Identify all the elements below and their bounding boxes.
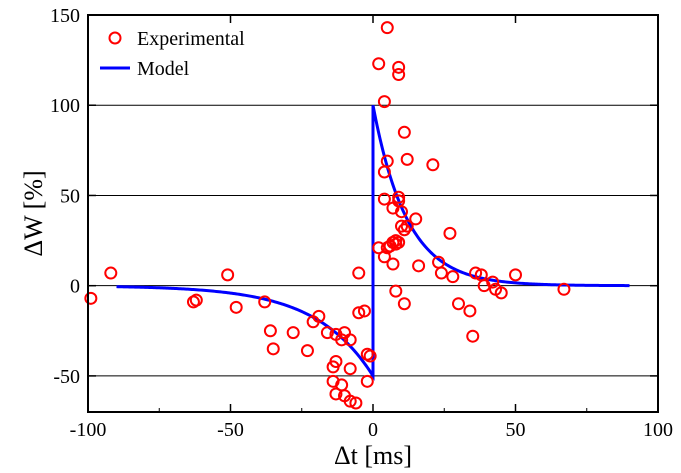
y-tick-label: 150 [50, 5, 80, 27]
y-axis-title: ΔW [%] [19, 170, 48, 256]
data-point [363, 349, 377, 363]
legend-experimental-label: Experimental [137, 28, 245, 50]
data-point [494, 286, 508, 300]
tick-labels: -100 -50 0 50 100 -50 0 50 100 150 [50, 5, 673, 441]
data-point [372, 57, 386, 71]
data-point [343, 362, 357, 376]
data-point [380, 21, 394, 35]
data-point [377, 192, 391, 206]
y-tick-label: 50 [60, 185, 80, 207]
legend-experimental-marker [108, 31, 122, 45]
data-point [312, 309, 326, 323]
data-point [335, 333, 349, 347]
data-point [229, 300, 243, 314]
data-point [386, 257, 400, 271]
data-point [392, 235, 406, 249]
data-point [443, 226, 457, 240]
x-tick-label: 0 [368, 419, 378, 441]
experimental-series [84, 21, 571, 410]
x-tick-label: -50 [217, 419, 244, 441]
data-point [389, 284, 403, 298]
data-point [412, 259, 426, 273]
x-tick-label: 100 [643, 419, 673, 441]
data-point [452, 297, 465, 311]
model-curve [116, 104, 630, 382]
data-point [557, 282, 571, 296]
data-point [392, 68, 406, 82]
data-point [329, 387, 343, 401]
data-point [426, 158, 440, 172]
data-point [395, 219, 408, 233]
data-point [343, 394, 357, 408]
data-point [397, 223, 411, 237]
data-point [392, 60, 406, 74]
data-point [104, 266, 118, 280]
data-point [466, 329, 480, 343]
data-point [380, 154, 394, 168]
data-point [352, 306, 366, 320]
data-point [258, 295, 272, 309]
x-tick-label: 50 [506, 419, 526, 441]
x-axis-title: Δt [ms] [334, 441, 412, 470]
legend: Experimental Model [100, 28, 245, 80]
legend-model-label: Model [137, 58, 190, 80]
data-point [221, 268, 235, 282]
data-point [397, 297, 411, 311]
data-point [486, 275, 500, 289]
data-point [434, 266, 448, 280]
data-point [263, 324, 277, 338]
data-point [329, 354, 343, 368]
data-point [392, 190, 406, 204]
data-point [377, 95, 391, 109]
axis-ticks [87, 14, 659, 412]
data-point [397, 125, 411, 139]
data-point [352, 266, 366, 280]
model-series [116, 104, 630, 382]
data-point [349, 396, 363, 410]
data-point [400, 219, 414, 233]
data-point [409, 212, 423, 226]
data-point [320, 326, 334, 340]
data-point [469, 266, 483, 280]
data-point [395, 205, 408, 219]
y-tick-label: 0 [70, 276, 80, 298]
data-point [266, 342, 280, 356]
y-tick-label: 100 [50, 95, 80, 117]
data-point [84, 291, 98, 305]
data-point [463, 304, 477, 318]
data-point [400, 152, 414, 166]
data-point [300, 344, 314, 358]
data-point [189, 293, 203, 307]
data-point [509, 268, 522, 282]
data-point [343, 333, 357, 347]
y-tick-label: -50 [53, 366, 80, 388]
data-point [446, 270, 460, 284]
data-point [357, 304, 371, 318]
data-point [286, 326, 300, 340]
x-tick-label: -100 [70, 419, 107, 441]
data-point [360, 374, 374, 388]
